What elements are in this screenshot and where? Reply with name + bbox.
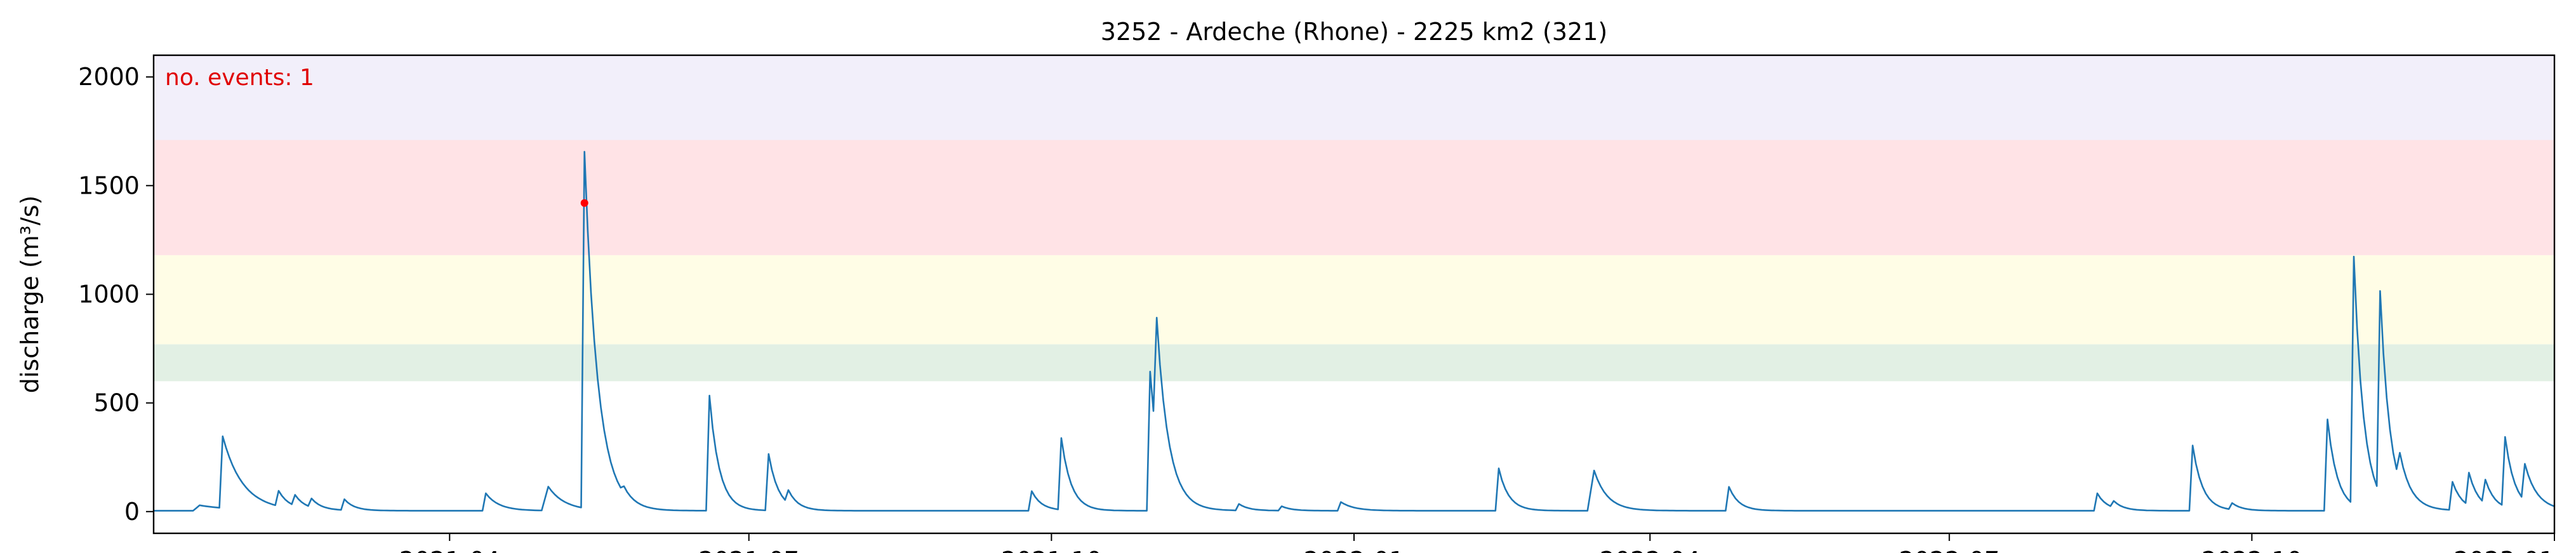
threshold-band [154, 55, 2554, 140]
x-tick-label: 2021-10 [1001, 547, 1102, 553]
x-axis: 2021-04 2021-07 2021-10 2022-01 2022-04 2022-… [399, 533, 2555, 553]
x-tick-label: 2022-01 [1304, 547, 1405, 553]
y-axis-label: discharge (m³/s) [16, 196, 44, 394]
y-tick-label: 0 [124, 498, 140, 526]
x-tick-label: 2021-07 [698, 547, 799, 553]
x-tick-label: 2022-07 [1899, 547, 2000, 553]
x-tick-label: 2023-01 [2453, 547, 2554, 553]
y-tick-label: 1000 [78, 281, 140, 309]
x-tick-label: 2022-10 [2201, 547, 2302, 553]
threshold-band [154, 255, 2554, 345]
event-markers [580, 199, 588, 207]
discharge-series [154, 150, 2555, 512]
y-tick-label: 2000 [78, 63, 140, 91]
series-line [154, 150, 2555, 512]
x-tick-label: 2021-04 [399, 547, 500, 553]
threshold-bands [154, 55, 2554, 382]
y-tick-label: 500 [93, 389, 140, 417]
threshold-band [154, 344, 2554, 382]
y-axis: 0 500 1000 1500 2000 [78, 63, 154, 526]
event-point [580, 199, 588, 207]
x-tick-label: 2022-04 [1600, 547, 1701, 553]
chart-title: 3252 - Ardeche (Rhone) - 2225 km2 (321) [1101, 18, 1607, 46]
y-tick-label: 1500 [78, 171, 140, 199]
event-count-annotation: no. events: 1 [165, 65, 314, 91]
threshold-band [154, 140, 2554, 255]
